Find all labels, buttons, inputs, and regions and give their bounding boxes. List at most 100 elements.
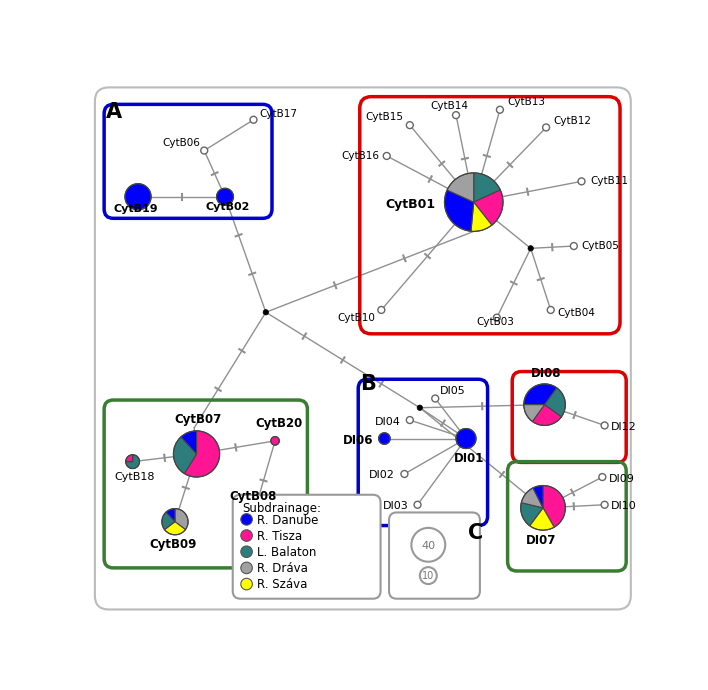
Text: R. Dráva: R. Dráva <box>258 562 308 575</box>
Text: CytB16: CytB16 <box>341 151 379 161</box>
Circle shape <box>263 310 268 315</box>
Text: CytB05: CytB05 <box>581 241 620 251</box>
Text: CytB14: CytB14 <box>431 101 469 111</box>
Circle shape <box>378 306 384 313</box>
Wedge shape <box>520 503 543 526</box>
Circle shape <box>542 124 549 131</box>
Wedge shape <box>379 433 390 444</box>
Text: CytB03: CytB03 <box>476 317 514 327</box>
Text: DI02: DI02 <box>370 471 395 480</box>
Text: CytB17: CytB17 <box>260 108 297 119</box>
Text: CytB06: CytB06 <box>163 138 200 148</box>
Text: R. Száva: R. Száva <box>258 578 308 591</box>
Wedge shape <box>162 512 175 530</box>
Wedge shape <box>456 428 476 448</box>
Wedge shape <box>524 404 544 422</box>
Circle shape <box>250 117 257 124</box>
Circle shape <box>383 152 390 159</box>
Circle shape <box>417 405 423 411</box>
Text: DI09: DI09 <box>608 473 634 484</box>
Text: CytB01: CytB01 <box>385 198 435 211</box>
Wedge shape <box>126 455 139 469</box>
Text: Dl12: Dl12 <box>611 422 636 432</box>
Text: CytB12: CytB12 <box>554 117 592 126</box>
Wedge shape <box>184 431 219 477</box>
Wedge shape <box>447 173 474 202</box>
Text: 10: 10 <box>422 571 435 582</box>
Text: CytB19: CytB19 <box>113 204 158 214</box>
Circle shape <box>599 473 606 480</box>
Circle shape <box>414 502 421 509</box>
Wedge shape <box>126 455 132 462</box>
Text: A: A <box>105 102 122 122</box>
Circle shape <box>432 395 439 402</box>
Text: DI08: DI08 <box>531 367 561 380</box>
Text: B: B <box>360 374 376 394</box>
Wedge shape <box>544 388 566 417</box>
Text: DI01: DI01 <box>454 453 484 465</box>
Circle shape <box>493 314 501 321</box>
Circle shape <box>452 112 459 119</box>
Text: R. Danube: R. Danube <box>258 513 319 526</box>
Wedge shape <box>241 507 252 520</box>
Text: DI10: DI10 <box>611 502 636 511</box>
Wedge shape <box>181 431 197 454</box>
Text: C: C <box>468 523 484 543</box>
Text: CytB04: CytB04 <box>557 308 595 317</box>
Wedge shape <box>524 384 556 404</box>
Circle shape <box>241 530 252 542</box>
Circle shape <box>411 528 445 562</box>
Text: CytB10: CytB10 <box>337 313 375 323</box>
Wedge shape <box>543 486 566 527</box>
Text: CytB11: CytB11 <box>590 177 629 186</box>
Wedge shape <box>173 437 197 473</box>
Wedge shape <box>532 404 561 426</box>
Circle shape <box>406 121 413 128</box>
Text: CytB07: CytB07 <box>174 413 222 426</box>
Circle shape <box>241 546 252 558</box>
Text: DI05: DI05 <box>440 386 466 396</box>
Text: DI04: DI04 <box>375 417 401 426</box>
Text: DI07: DI07 <box>526 534 556 547</box>
Text: DI06: DI06 <box>343 433 374 446</box>
Text: CytB13: CytB13 <box>508 97 546 107</box>
FancyBboxPatch shape <box>233 495 381 599</box>
Wedge shape <box>244 520 263 533</box>
Text: CytB20: CytB20 <box>256 417 302 430</box>
Circle shape <box>601 502 608 509</box>
Wedge shape <box>533 486 543 508</box>
Text: Subdrainage:: Subdrainage: <box>242 502 321 515</box>
Circle shape <box>420 567 437 584</box>
Text: CytB15: CytB15 <box>365 112 404 122</box>
Circle shape <box>578 178 585 185</box>
Text: CytB18: CytB18 <box>114 473 154 482</box>
Circle shape <box>401 471 408 477</box>
Wedge shape <box>471 202 492 231</box>
Wedge shape <box>239 513 252 530</box>
Circle shape <box>496 106 503 113</box>
Text: CytB08: CytB08 <box>230 490 278 503</box>
Wedge shape <box>175 509 188 530</box>
Wedge shape <box>271 437 279 445</box>
Wedge shape <box>474 190 503 225</box>
Text: R. Tisza: R. Tisza <box>258 530 302 543</box>
Wedge shape <box>521 488 543 508</box>
Wedge shape <box>474 173 501 202</box>
Wedge shape <box>164 522 185 535</box>
Wedge shape <box>217 188 234 205</box>
Circle shape <box>201 147 207 154</box>
Circle shape <box>528 246 533 251</box>
Circle shape <box>571 243 577 250</box>
Circle shape <box>406 417 413 424</box>
Text: CytB02: CytB02 <box>206 202 251 212</box>
Wedge shape <box>252 507 265 526</box>
Circle shape <box>601 422 608 429</box>
Wedge shape <box>166 509 175 522</box>
Circle shape <box>241 513 252 525</box>
Text: DI03: DI03 <box>382 502 409 511</box>
Text: 40: 40 <box>421 540 435 551</box>
Wedge shape <box>125 184 151 210</box>
Text: L. Balaton: L. Balaton <box>258 546 316 559</box>
Wedge shape <box>530 508 554 530</box>
Circle shape <box>241 562 252 573</box>
